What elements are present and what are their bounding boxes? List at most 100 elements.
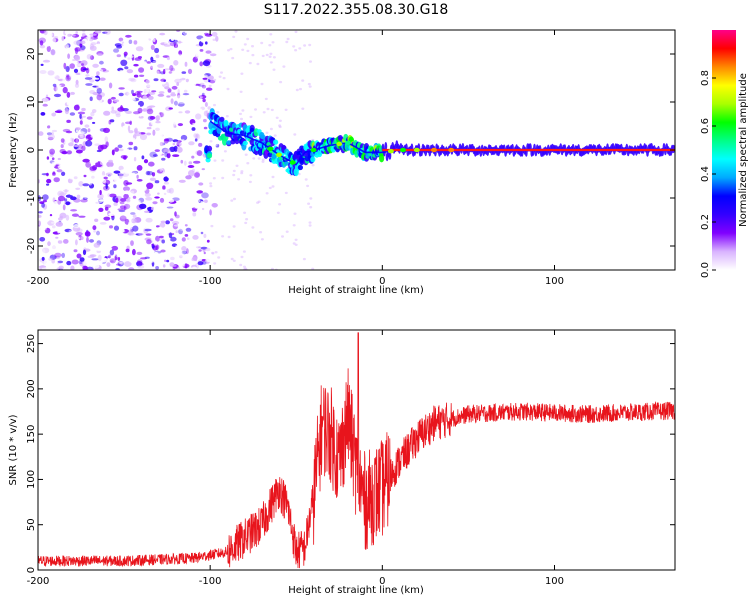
- spectrogram-ridge-cell: [206, 152, 213, 159]
- spectrogram-noise-cell: [42, 97, 50, 105]
- spectrogram-noise-cell: [39, 237, 46, 242]
- spectrogram-noise-cell: [146, 132, 152, 136]
- spectrogram-noise-cell: [175, 43, 178, 50]
- spectrogram-ridge-cell: [297, 164, 303, 171]
- spectrogram-noise-cell: [183, 164, 188, 168]
- spectrogram-noise-cell: [174, 211, 177, 217]
- spectrogram-noise-cell: [190, 199, 194, 203]
- spectrogram-noise-cell: [205, 247, 211, 252]
- spectrogram-noise-cell: [115, 197, 119, 204]
- spectrogram-noise-cell: [241, 48, 245, 51]
- spectrogram-noise-cell: [137, 200, 141, 205]
- spectrogram-peak-cell: [400, 147, 406, 153]
- spectrogram-noise-cell: [63, 163, 68, 169]
- snr-x-label: Height of straight line (km): [288, 585, 424, 596]
- spectrogram-noise-cell: [156, 133, 163, 138]
- spectrogram-noise-cell: [51, 161, 56, 167]
- spectrogram-noise-cell: [172, 247, 176, 250]
- spectrogram-noise-cell: [261, 158, 265, 161]
- spectrogram-noise-cell: [176, 32, 182, 35]
- spectrogram-noise-cell: [174, 44, 178, 48]
- spectrogram-noise-cell: [137, 161, 145, 166]
- spectrogram-noise-cell: [50, 184, 55, 188]
- spectrogram-noise-cell: [103, 224, 109, 230]
- spectrogram-noise-cell: [51, 157, 55, 160]
- spectrogram-noise-cell: [151, 90, 157, 93]
- spectrogram-noise-cell: [240, 72, 244, 75]
- spectrogram-noise-cell: [308, 85, 312, 88]
- spectrogram-noise-cell: [92, 121, 96, 124]
- spectrogram-noise-cell: [60, 144, 64, 149]
- spectrogram-noise-cell: [57, 157, 61, 161]
- spectrogram-noise-cell: [203, 70, 211, 73]
- spectrogram-noise-cell: [98, 207, 104, 212]
- spectrogram-noise-cell: [276, 211, 280, 214]
- spectrogram-noise-cell: [164, 44, 171, 47]
- spectrogram-noise-cell: [75, 239, 78, 246]
- spectrogram-noise-cell: [79, 131, 86, 135]
- spectrogram-noise-cell: [80, 45, 86, 50]
- spectrogram-noise-cell: [55, 236, 59, 239]
- spectrogram-noise-cell: [232, 169, 236, 173]
- spectrogram-noise-cell: [125, 182, 133, 185]
- spectrogram-noise-cell: [188, 161, 193, 165]
- spectrogram-noise-cell: [284, 191, 288, 195]
- spectrogram-noise-cell: [107, 193, 111, 198]
- spectrogram-noise-cell: [145, 170, 151, 176]
- spectrogram-noise-cell: [205, 182, 211, 189]
- snr-frame: [37, 329, 676, 571]
- spectrogram-noise-cell: [243, 211, 247, 214]
- spectrogram-noise-cell: [118, 261, 123, 264]
- spectrogram-noise-cell: [167, 88, 172, 93]
- spectrogram-noise-cell: [96, 197, 104, 204]
- spectrogram-noise-cell: [212, 177, 216, 180]
- spectrogram-noise-cell: [130, 212, 136, 215]
- spectrogram-noise-cell: [180, 134, 188, 141]
- spectrogram-noise-cell: [89, 55, 95, 60]
- spectrogram-noise-cell: [130, 190, 135, 194]
- spectrogram-noise-cell: [232, 173, 236, 177]
- spectrogram-noise-cell: [54, 101, 60, 105]
- spectrogram-noise-cell: [230, 199, 234, 202]
- spectrogram-noise-cell: [168, 187, 174, 194]
- spectrogram-noise-cell: [196, 119, 202, 122]
- spectrogram-noise-cell: [146, 239, 152, 245]
- spectrogram-noise-cell: [137, 265, 145, 269]
- spectrogram-noise-cell: [279, 80, 283, 84]
- spectrogram-noise-cell: [100, 144, 108, 150]
- spectrogram-noise-cell: [131, 89, 134, 95]
- spectrogram-noise-cell: [71, 34, 76, 37]
- spectrogram-noise-cell: [198, 182, 204, 186]
- spectrogram-noise-cell: [146, 126, 152, 130]
- spectrogram-noise-cell: [201, 168, 205, 171]
- spectrogram-noise-cell: [139, 133, 148, 141]
- spectrogram-noise-cell: [128, 113, 133, 120]
- spectrogram-noise-cell: [49, 254, 57, 260]
- spectrogram-noise-cell: [108, 82, 113, 89]
- spectrogram-noise-cell: [234, 30, 238, 33]
- spectrogram-noise-cell: [119, 201, 125, 205]
- spectrogram-noise-cell: [147, 155, 151, 162]
- spectrogram-noise-cell: [211, 203, 218, 208]
- spectrogram-noise-cell: [135, 32, 143, 38]
- spectrogram-noise-cell: [86, 34, 91, 41]
- spectrogram-noise-cell: [183, 89, 188, 93]
- spectrogram-noise-cell: [59, 46, 64, 52]
- spectrogram-noise-cell: [77, 211, 81, 215]
- spectrogram-noise-cell: [180, 159, 184, 164]
- spectrogram-noise-cell: [41, 97, 49, 102]
- snr-x-ticks: -200 -100 0 100: [27, 330, 564, 587]
- spectrogram-noise-cell: [193, 241, 199, 244]
- spectrogram-noise-cell: [309, 60, 312, 63]
- spectrogram-noise-cell: [116, 263, 121, 266]
- spectrogram-noise-cell: [99, 69, 104, 74]
- spectrogram-noise-cell: [307, 82, 311, 86]
- spectrogram-noise-cell: [53, 253, 60, 256]
- spectrogram-noise-cell: [124, 261, 132, 267]
- spectrogram-noise-cell: [148, 95, 154, 100]
- spectrogram-noise-cell: [104, 30, 111, 35]
- spectrogram-noise-cell: [46, 132, 52, 136]
- spectrogram-noise-cell: [245, 218, 249, 221]
- spectrogram-ridge-cell: [226, 140, 232, 145]
- spectrogram-noise-cell: [265, 53, 269, 57]
